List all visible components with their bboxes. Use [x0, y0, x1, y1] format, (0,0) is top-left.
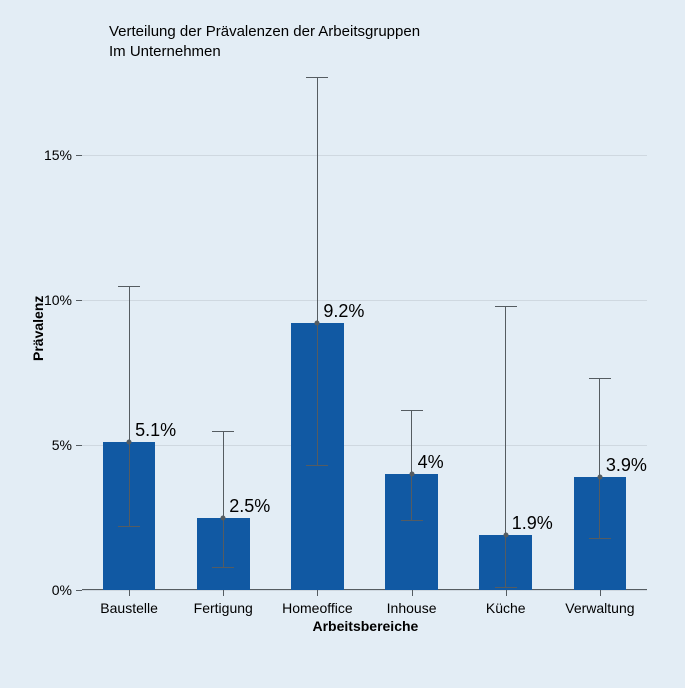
x-tick-mark	[412, 590, 413, 596]
y-tick-label: 10%	[44, 292, 72, 308]
plot-area: 5.1% 2.5% 9.2% 4% 1.9% 3.9%	[82, 68, 647, 590]
y-tick-label: 0%	[52, 582, 72, 598]
x-tick-label: Küche	[486, 600, 526, 616]
x-tick-label: Baustelle	[100, 600, 158, 616]
error-cap-upper	[495, 306, 517, 307]
error-cap-lower	[589, 538, 611, 539]
value-label: 4%	[418, 452, 444, 473]
error-cap-lower	[212, 567, 234, 568]
y-tick-label: 5%	[52, 437, 72, 453]
grid-line	[82, 590, 647, 591]
point-marker	[315, 321, 320, 326]
value-label: 3.9%	[606, 455, 647, 476]
y-tick-mark	[76, 590, 82, 591]
error-bar	[223, 431, 224, 567]
value-label: 9.2%	[323, 301, 364, 322]
y-tick-mark	[76, 445, 82, 446]
grid-line	[82, 300, 647, 301]
error-bar	[129, 286, 130, 527]
x-tick-mark	[129, 590, 130, 596]
error-cap-upper	[589, 378, 611, 379]
x-tick-mark	[600, 590, 601, 596]
point-marker	[597, 474, 602, 479]
x-tick-mark	[506, 590, 507, 596]
error-bar	[599, 378, 600, 538]
chart-title-line2: Im Unternehmen	[109, 43, 221, 60]
error-cap-upper	[118, 286, 140, 287]
error-cap-lower	[118, 526, 140, 527]
y-tick-mark	[76, 300, 82, 301]
grid-line	[82, 445, 647, 446]
x-axis-line	[82, 589, 647, 590]
x-tick-label: Homeoffice	[282, 600, 353, 616]
y-tick-mark	[76, 155, 82, 156]
chart-title-line1: Verteilung der Prävalenzen der Arbeitsgr…	[109, 23, 420, 40]
error-cap-upper	[306, 77, 328, 78]
x-tick-label: Fertigung	[194, 600, 253, 616]
y-tick-label: 15%	[44, 147, 72, 163]
x-tick-label: Verwaltung	[565, 600, 634, 616]
point-marker	[503, 532, 508, 537]
point-marker	[127, 440, 132, 445]
value-label: 2.5%	[229, 496, 270, 517]
error-bar	[505, 306, 506, 587]
chart-container: Verteilung der Prävalenzen der Arbeitsgr…	[0, 0, 685, 688]
value-label: 1.9%	[512, 513, 553, 534]
value-label: 5.1%	[135, 420, 176, 441]
point-marker	[409, 472, 414, 477]
x-tick-mark	[317, 590, 318, 596]
x-tick-label: Inhouse	[387, 600, 437, 616]
error-cap-upper	[401, 410, 423, 411]
x-tick-mark	[223, 590, 224, 596]
error-cap-lower	[401, 520, 423, 521]
error-cap-lower	[495, 587, 517, 588]
error-bar	[411, 410, 412, 520]
chart-title: Verteilung der Prävalenzen der Arbeitsgr…	[109, 22, 420, 63]
x-axis-title: Arbeitsbereiche	[313, 618, 419, 634]
point-marker	[221, 515, 226, 520]
error-cap-upper	[212, 431, 234, 432]
error-cap-lower	[306, 465, 328, 466]
grid-line	[82, 155, 647, 156]
error-bar	[317, 77, 318, 466]
